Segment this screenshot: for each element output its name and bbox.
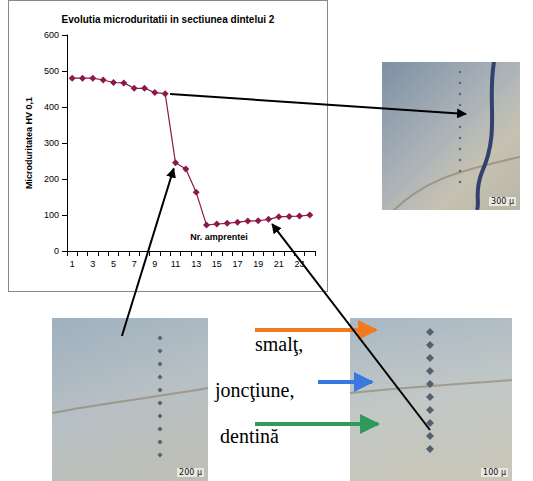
- html-text:smalţ,: smalţ,: [255, 333, 304, 355]
- svg-text:19: 19: [253, 259, 263, 269]
- svg-text:200: 200: [44, 174, 59, 184]
- svg-text:600: 600: [44, 30, 59, 40]
- svg-text:17: 17: [232, 259, 242, 269]
- svg-text:15: 15: [212, 259, 222, 269]
- svg-text:1: 1: [70, 259, 75, 269]
- svg-text:500: 500: [44, 66, 59, 76]
- svg-text:100: 100: [44, 210, 59, 220]
- svg-text:400: 400: [44, 102, 59, 112]
- svg-text:0: 0: [54, 246, 59, 256]
- svg-text:300: 300: [44, 138, 59, 148]
- html-text:100 μ: 100 μ: [483, 468, 506, 477]
- html-text:joncţiune,: joncţiune,: [215, 379, 295, 401]
- svg-text:13: 13: [191, 259, 201, 269]
- svg-text:3: 3: [90, 259, 95, 269]
- svg-text:Evolutia microduritatii in sec: Evolutia microduritatii in sectiunea din…: [62, 14, 275, 25]
- svg-text:11: 11: [171, 259, 180, 269]
- svg-text:7: 7: [132, 259, 137, 269]
- svg-text:Microduritatea HV 0,1: Microduritatea HV 0,1: [24, 97, 34, 189]
- svg-text:5: 5: [111, 259, 116, 269]
- html-text:300 μ: 300 μ: [491, 197, 514, 206]
- svg-text:21: 21: [274, 259, 284, 269]
- svg-text:9: 9: [152, 259, 157, 269]
- svg-text:Nr. amprentei: Nr. amprentei: [190, 232, 248, 242]
- svg-text:23: 23: [294, 259, 304, 269]
- html-text:dentină: dentină: [220, 425, 279, 447]
- html-text:200 μ: 200 μ: [179, 468, 202, 477]
